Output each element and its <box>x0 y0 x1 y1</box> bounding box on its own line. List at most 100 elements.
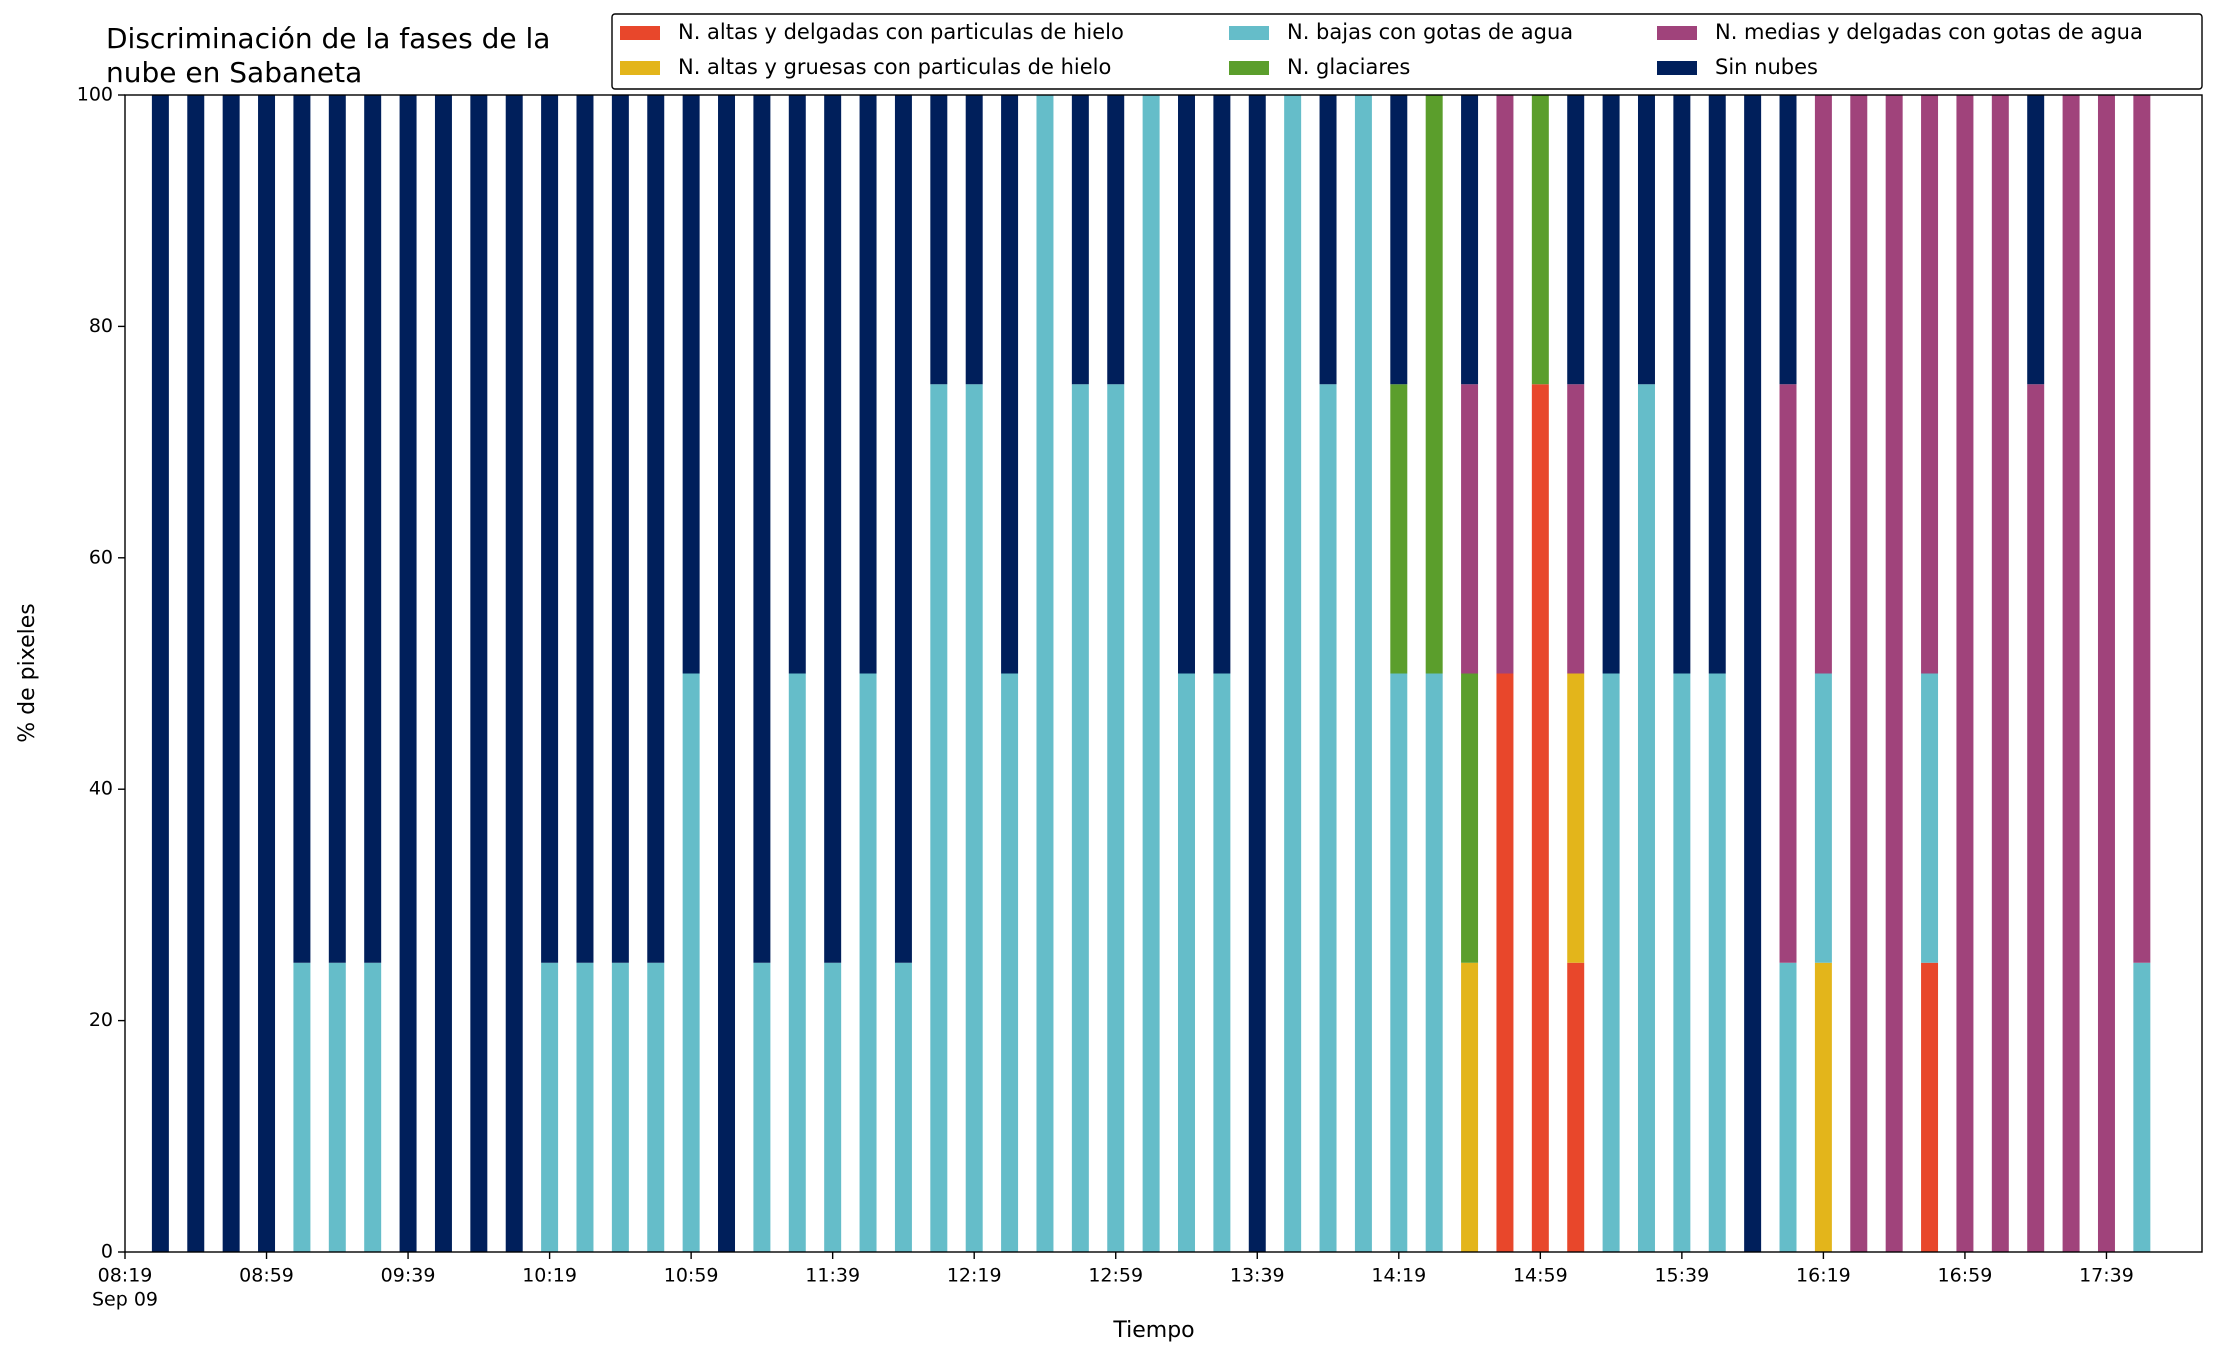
bar-segment <box>682 673 700 1252</box>
bar-segment <box>1531 384 1549 1252</box>
y-tick-label: 100 <box>77 84 113 106</box>
bar-segment <box>1071 95 1089 385</box>
bar-segment <box>434 95 452 1252</box>
bar-segment <box>1461 95 1479 385</box>
bar-segment <box>1602 673 1620 1252</box>
bar-segment <box>1248 95 1266 1252</box>
bar-segment <box>788 673 806 1252</box>
bar-segment <box>1744 95 1762 1252</box>
bar-segment <box>1071 384 1089 1252</box>
x-tick-label: 14:19 <box>1371 1265 1426 1287</box>
bar-segment <box>1461 673 1479 963</box>
bar-segment <box>1425 95 1443 674</box>
bar-segment <box>894 95 912 963</box>
legend-label: N. altas y delgadas con particulas de hi… <box>678 20 1124 44</box>
bar-segment <box>1001 95 1019 674</box>
legend-label: N. altas y gruesas con particulas de hie… <box>678 55 1111 79</box>
bar-segment <box>541 962 559 1252</box>
bar-segment <box>328 95 346 963</box>
x-tick-label: 11:39 <box>805 1265 860 1287</box>
bar-segment <box>1956 95 1974 1252</box>
bar-segment <box>1921 95 1939 674</box>
chart-title: nube en Sabaneta <box>106 56 362 89</box>
bar-segment <box>576 95 594 963</box>
x-tick-label: 09:39 <box>381 1265 436 1287</box>
bar-segment <box>1850 95 1868 1252</box>
bar-segment <box>1602 95 1620 674</box>
bar-segment <box>187 95 205 1252</box>
x-tick-label: 12:59 <box>1088 1265 1143 1287</box>
y-tick-label: 80 <box>89 315 113 337</box>
bar-segment <box>1496 673 1514 1252</box>
bar-segment <box>894 962 912 1252</box>
legend-swatch <box>1229 26 1269 40</box>
bar-segment <box>1921 962 1939 1252</box>
bar-segment <box>1036 95 1054 1252</box>
x-tick-label: 15:39 <box>1654 1265 1709 1287</box>
bar-segment <box>788 95 806 674</box>
bar-segment <box>1885 95 1903 1252</box>
bar-segment <box>1213 673 1231 1252</box>
bar-segment <box>2027 384 2045 1252</box>
bar-segment <box>824 962 842 1252</box>
bar-segment <box>965 95 983 385</box>
legend-swatch <box>1657 61 1697 75</box>
bar-segment <box>1461 384 1479 674</box>
x-tick-label: 10:19 <box>522 1265 577 1287</box>
bar-segment <box>1284 95 1302 1252</box>
bar-segment <box>1637 384 1655 1252</box>
bar-segment <box>1673 95 1691 674</box>
bar-segment <box>1708 95 1726 674</box>
bar-segment <box>1107 95 1125 385</box>
legend-swatch <box>1229 61 1269 75</box>
bar-segment <box>611 962 629 1252</box>
bar-segment <box>647 962 665 1252</box>
x-tick-label: 14:59 <box>1513 1265 1568 1287</box>
bar-segment <box>399 95 417 1252</box>
bar-segment <box>753 962 771 1252</box>
bar-segment <box>1178 673 1195 1252</box>
bar-segment <box>1107 384 1125 1252</box>
bar-segment <box>151 95 169 1252</box>
bar-segment <box>364 95 382 963</box>
bar-segment <box>1390 384 1408 674</box>
bar-segment <box>1991 95 2009 1252</box>
bar-segment <box>1142 95 1160 1252</box>
y-axis-label: % de pixeles <box>15 603 40 742</box>
bar-segment <box>1425 673 1443 1252</box>
bar-segment <box>505 95 523 1252</box>
bar-segment <box>1567 384 1585 674</box>
x-tick-label: 16:19 <box>1796 1265 1851 1287</box>
bar-segment <box>258 95 276 1252</box>
legend-label: Sin nubes <box>1715 55 1818 79</box>
x-tick-label: 13:39 <box>1230 1265 1285 1287</box>
y-tick-label: 20 <box>89 1009 113 1031</box>
x-axis-label: Tiempo <box>1112 1318 1194 1343</box>
bar-segment <box>647 95 665 963</box>
bar-segment <box>2027 95 2045 385</box>
bar-segment <box>470 95 488 1252</box>
bar-segment <box>930 95 948 385</box>
bar-segment <box>753 95 771 963</box>
bar-segment <box>1814 95 1832 674</box>
bar-segment <box>824 95 842 963</box>
x-tick-label: 08:19 <box>98 1265 153 1287</box>
x-tick-label: 17:39 <box>2079 1265 2134 1287</box>
bar-segment <box>1567 673 1585 963</box>
x-tick-label: 16:59 <box>1938 1265 1993 1287</box>
plot-frame <box>124 94 2203 1253</box>
bar-segment <box>1354 95 1372 1252</box>
y-tick-label: 40 <box>89 778 113 800</box>
bar-segment <box>222 95 240 1252</box>
chart-title: Discriminación de la fases de la <box>106 22 550 55</box>
legend-swatch <box>1657 26 1697 40</box>
bar-segment <box>1637 95 1655 385</box>
bar-segment <box>541 95 559 963</box>
bar-segment <box>2062 95 2080 1252</box>
bar-segment <box>1779 962 1797 1252</box>
x-tick-label: 10:59 <box>664 1265 719 1287</box>
bar-segment <box>859 673 877 1252</box>
bar-segment <box>1673 673 1691 1252</box>
bar-segment <box>1567 95 1585 385</box>
